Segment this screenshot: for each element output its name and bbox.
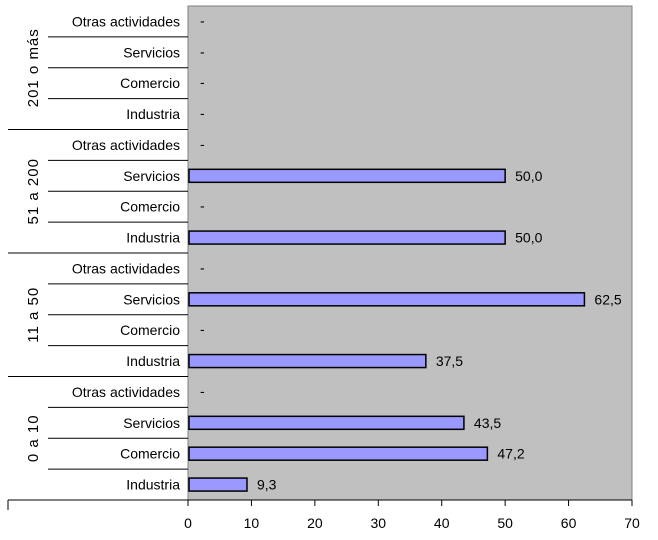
group-label: 201 o más — [25, 28, 42, 107]
value-label: - — [200, 12, 205, 28]
x-tick-label: 50 — [497, 515, 513, 531]
value-label: 9,3 — [257, 477, 277, 493]
category-label: Otras actividades — [72, 384, 180, 400]
x-tick-label: 70 — [624, 515, 640, 531]
value-label: - — [200, 383, 205, 399]
group-label: 0 a 10 — [25, 414, 42, 462]
category-label: Comercio — [120, 199, 180, 215]
x-tick-label: 0 — [184, 515, 192, 531]
value-label: - — [200, 321, 205, 337]
category-label: Servicios — [123, 415, 180, 431]
category-label: Comercio — [120, 75, 180, 91]
category-labels: Otras actividades Servicios Comercio Indust… — [72, 13, 180, 492]
category-label: Servicios — [123, 168, 180, 184]
category-label: Industria — [126, 353, 180, 369]
category-label: Industria — [126, 477, 180, 493]
x-tick-label: 60 — [561, 515, 577, 531]
value-label: - — [200, 74, 205, 90]
x-tick-label: 20 — [307, 515, 323, 531]
category-label: Industria — [126, 230, 180, 246]
group-labels: 201 o más 51 a 200 11 a 50 0 a 10 — [25, 28, 42, 462]
value-label: - — [200, 43, 205, 59]
category-label: Otras actividades — [72, 260, 180, 276]
group-label: 11 a 50 — [25, 287, 42, 343]
category-separators — [7, 36, 188, 510]
value-label: - — [200, 198, 205, 214]
value-labels: - - - - - 50,0 - 50,0 - 62,5 - 37,5 - 43,5 47,2 9,3 — [200, 12, 622, 492]
value-label: 62,5 — [594, 291, 621, 307]
category-label: Servicios — [123, 44, 180, 60]
bar — [188, 292, 586, 307]
value-label: 43,5 — [474, 415, 501, 431]
value-label: - — [200, 259, 205, 275]
x-tick-label: 30 — [370, 515, 386, 531]
value-label: 47,2 — [497, 446, 524, 462]
value-label: 50,0 — [515, 168, 542, 184]
bar — [188, 353, 427, 369]
bar — [188, 415, 465, 431]
category-label: Servicios — [123, 291, 180, 307]
bar — [188, 230, 506, 245]
bar — [188, 446, 489, 461]
category-label: Comercio — [120, 446, 180, 462]
category-label: Otras actividades — [72, 13, 180, 29]
group-label: 51 a 200 — [25, 158, 42, 224]
value-label: - — [200, 136, 205, 152]
category-label: Comercio — [120, 322, 180, 338]
category-label: Otras actividades — [72, 137, 180, 153]
x-axis: 0 10 20 30 40 50 60 70 — [184, 499, 640, 531]
category-label: Industria — [126, 106, 180, 122]
value-label: - — [200, 105, 205, 121]
value-label: 50,0 — [515, 230, 542, 246]
bar — [188, 168, 506, 184]
value-label: 37,5 — [436, 353, 463, 369]
x-tick-label: 10 — [244, 515, 260, 531]
bars — [188, 168, 586, 492]
x-tick-label: 40 — [434, 515, 450, 531]
bar — [188, 477, 248, 492]
